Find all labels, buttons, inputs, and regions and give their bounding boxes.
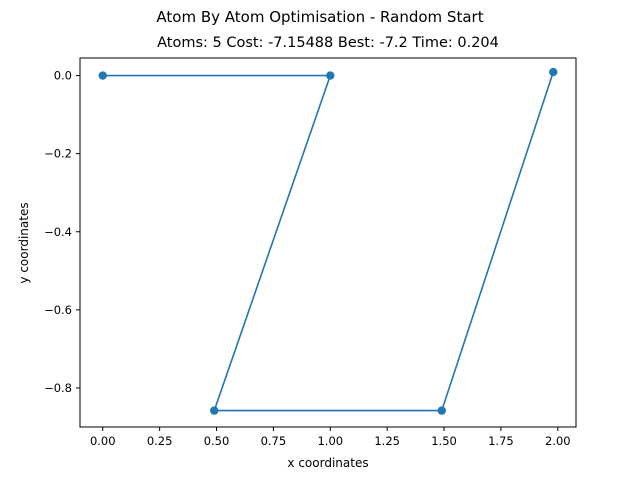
plot-area	[98, 67, 558, 415]
x-tick-label: 1.00	[317, 434, 343, 448]
x-tick-label: 0.50	[204, 434, 230, 448]
axes-frame	[79, 57, 577, 428]
y-tick-label: −0.4	[44, 225, 72, 239]
y-tick-label: −0.8	[44, 381, 72, 395]
x-axis-label: x coordinates	[287, 456, 368, 470]
x-tick-label: 2.00	[545, 434, 571, 448]
x-tick-label: 1.75	[488, 434, 514, 448]
series-line	[102, 71, 555, 412]
x-tick-label: 1.50	[431, 434, 457, 448]
x-tick-label: 0.25	[147, 434, 173, 448]
data-point	[326, 71, 335, 80]
data-point	[437, 406, 446, 415]
x-tick-label: 1.25	[374, 434, 400, 448]
y-tick-label: 0.0	[54, 69, 72, 83]
y-axis-label: y coordinates	[17, 202, 31, 283]
chart-title: Atoms: 5 Cost: -7.15488 Best: -7.2 Time:…	[157, 35, 499, 51]
y-tick-label: −0.6	[44, 303, 72, 317]
x-tick-label: 0.75	[261, 434, 287, 448]
x-tick-label: 0.00	[90, 434, 116, 448]
y-tick-label: −0.2	[44, 147, 72, 161]
chart-suptitle: Atom By Atom Optimisation - Random Start	[156, 8, 483, 26]
data-point	[210, 406, 219, 415]
data-point	[549, 67, 558, 77]
data-point	[98, 71, 107, 80]
